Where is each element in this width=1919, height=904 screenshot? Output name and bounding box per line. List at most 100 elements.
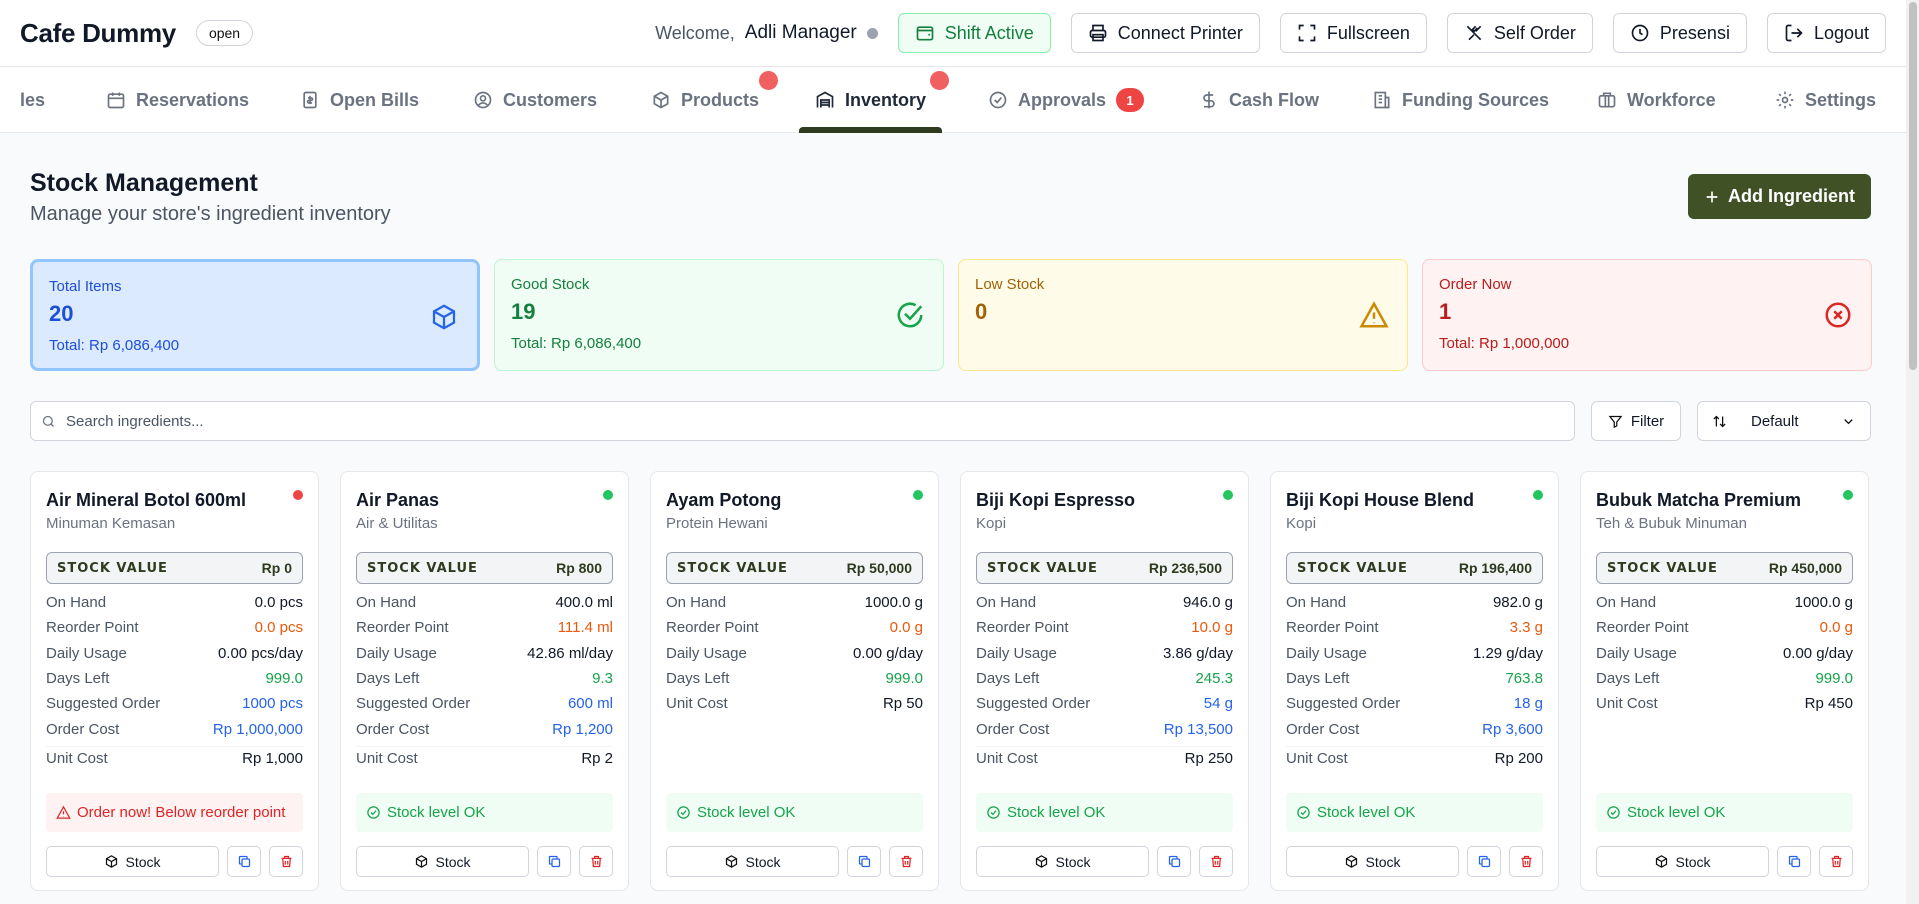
- sort-select[interactable]: Default: [1697, 401, 1871, 441]
- duplicate-button[interactable]: [227, 846, 261, 877]
- tab-reservations-label: Reservations: [136, 90, 249, 111]
- daily-usage-row: Daily Usage 3.86 g/day: [976, 641, 1233, 666]
- filter-icon: [1608, 414, 1623, 429]
- unit-cost-label: Unit Cost: [976, 750, 1038, 767]
- stock-value-label: STOCK VALUE: [677, 561, 788, 576]
- stock-status-dot: [1223, 490, 1233, 500]
- x-circle-icon: [1823, 300, 1853, 330]
- reorder-point-label: Reorder Point: [1286, 619, 1379, 636]
- tab-products[interactable]: Products: [651, 67, 759, 133]
- ingredient-card[interactable]: Biji Kopi House Blend Kopi STOCK VALUE Rp 1…: [1270, 471, 1559, 891]
- stat-order-now[interactable]: Order Now 1 Total: Rp 1,000,000: [1422, 259, 1872, 371]
- stat-total-items[interactable]: Total Items 20 Total: Rp 6,086,400: [30, 259, 480, 371]
- ingredient-metrics: On Hand 1000.0 g Reorder Point 0.0 g Daily U…: [666, 590, 923, 716]
- days-left-row: Days Left 763.8: [1286, 666, 1543, 691]
- page-scrollbar[interactable]: [1906, 0, 1919, 904]
- stock-value-amount: Rp 196,400: [1459, 560, 1532, 576]
- reorder-point-label: Reorder Point: [666, 619, 759, 636]
- tab-approvals[interactable]: Approvals 1: [988, 67, 1144, 133]
- calendar-icon: [106, 90, 126, 110]
- stock-button[interactable]: Stock: [1286, 846, 1459, 877]
- daily-usage-value: 0.00 pcs/day: [218, 645, 303, 662]
- ingredient-card[interactable]: Ayam Potong Protein Hewani STOCK VALUE Rp 5…: [650, 471, 939, 891]
- tab-workforce[interactable]: Workforce: [1597, 67, 1716, 133]
- unit-cost-row: Unit Cost Rp 250: [976, 746, 1233, 771]
- check-circle-icon: [1296, 805, 1311, 820]
- stock-button[interactable]: Stock: [666, 846, 839, 877]
- presensi-button[interactable]: Presensi: [1613, 13, 1747, 53]
- search-input[interactable]: [66, 413, 1516, 430]
- shift-active-button[interactable]: Shift Active: [898, 13, 1051, 53]
- tab-customers-label: Customers: [503, 90, 597, 111]
- stock-button-label: Stock: [1055, 854, 1090, 870]
- warning-icon: [56, 805, 71, 820]
- daily-usage-label: Daily Usage: [976, 645, 1057, 662]
- ingredient-card[interactable]: Bubuk Matcha Premium Teh & Bubuk Minuman S…: [1580, 471, 1869, 891]
- add-ingredient-button[interactable]: Add Ingredient: [1688, 174, 1871, 219]
- delete-button[interactable]: [1199, 846, 1233, 877]
- ingredient-card[interactable]: Biji Kopi Espresso Kopi STOCK VALUE Rp 236,…: [960, 471, 1249, 891]
- receipt-icon: [300, 90, 320, 110]
- duplicate-button[interactable]: [1777, 846, 1811, 877]
- stat-good-stock[interactable]: Good Stock 19 Total: Rp 6,086,400: [494, 259, 944, 371]
- delete-button[interactable]: [579, 846, 613, 877]
- filter-label: Filter: [1631, 413, 1664, 430]
- chevron-down-icon: [1841, 414, 1856, 429]
- stock-value-amount: Rp 0: [262, 560, 292, 576]
- filter-button[interactable]: Filter: [1591, 401, 1681, 441]
- package-icon: [724, 854, 739, 869]
- connect-printer-button[interactable]: Connect Printer: [1071, 13, 1260, 53]
- ingredient-category: Kopi: [976, 515, 1233, 532]
- stock-button[interactable]: Stock: [1596, 846, 1769, 877]
- delete-button[interactable]: [1819, 846, 1853, 877]
- stock-value-amount: Rp 450,000: [1769, 560, 1842, 576]
- user-name[interactable]: Adli Manager: [745, 22, 857, 44]
- ingredient-category: Minuman Kemasan: [46, 515, 303, 532]
- daily-usage-row: Daily Usage 0.00 g/day: [1596, 641, 1853, 666]
- ingredient-card[interactable]: Air Mineral Botol 600ml Minuman Kemasan ST…: [30, 471, 319, 891]
- stat-low-stock[interactable]: Low Stock 0: [958, 259, 1408, 371]
- copy-icon: [857, 854, 872, 869]
- unit-cost-value: Rp 450: [1805, 695, 1853, 712]
- card-actions: Stock: [46, 846, 303, 877]
- daily-usage-row: Daily Usage 42.86 ml/day: [356, 641, 613, 666]
- tab-inventory[interactable]: Inventory: [815, 67, 926, 133]
- self-order-button[interactable]: Self Order: [1447, 13, 1593, 53]
- ingredient-card[interactable]: Air Panas Air & Utilitas STOCK VALUE Rp 800…: [340, 471, 629, 891]
- card-actions: Stock: [356, 846, 613, 877]
- check-circle-icon: [986, 805, 1001, 820]
- tab-sales[interactable]: les: [20, 67, 45, 133]
- card-actions: Stock: [1286, 846, 1543, 877]
- tab-settings[interactable]: Settings: [1775, 67, 1876, 133]
- logout-button[interactable]: Logout: [1767, 13, 1886, 53]
- stock-status-dot: [913, 490, 923, 500]
- stock-button[interactable]: Stock: [976, 846, 1149, 877]
- stock-button[interactable]: Stock: [356, 846, 529, 877]
- reorder-point-value: 0.0 pcs: [255, 619, 303, 636]
- ingredient-name: Ayam Potong: [666, 490, 923, 511]
- duplicate-button[interactable]: [847, 846, 881, 877]
- stock-alert: Stock level OK: [666, 793, 923, 832]
- duplicate-button[interactable]: [1467, 846, 1501, 877]
- duplicate-button[interactable]: [537, 846, 571, 877]
- order-cost-row: Order Cost Rp 3,600: [1286, 716, 1543, 741]
- on-hand-row: On Hand 1000.0 g: [666, 590, 923, 615]
- tab-funding-sources[interactable]: Funding Sources: [1372, 67, 1549, 133]
- copy-icon: [1167, 854, 1182, 869]
- delete-button[interactable]: [1509, 846, 1543, 877]
- fullscreen-button[interactable]: Fullscreen: [1280, 13, 1427, 53]
- delete-button[interactable]: [269, 846, 303, 877]
- tab-cash-flow[interactable]: Cash Flow: [1199, 67, 1319, 133]
- days-left-row: Days Left 999.0: [666, 666, 923, 691]
- scrollbar-thumb[interactable]: [1909, 2, 1917, 370]
- tab-products-label: Products: [681, 90, 759, 111]
- inventory-notification-dot: [930, 71, 949, 90]
- page-title: Stock Management: [30, 169, 258, 198]
- stock-button[interactable]: Stock: [46, 846, 219, 877]
- suggested-order-row: Suggested Order 18 g: [1286, 691, 1543, 716]
- tab-open-bills[interactable]: Open Bills: [300, 67, 419, 133]
- delete-button[interactable]: [889, 846, 923, 877]
- tab-customers[interactable]: Customers: [473, 67, 597, 133]
- tab-reservations[interactable]: Reservations: [106, 67, 249, 133]
- duplicate-button[interactable]: [1157, 846, 1191, 877]
